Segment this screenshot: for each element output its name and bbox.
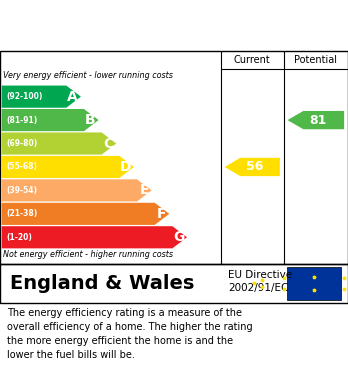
Polygon shape <box>2 86 81 108</box>
Text: (69-80): (69-80) <box>6 139 37 148</box>
Polygon shape <box>287 111 344 129</box>
Text: G: G <box>173 230 184 244</box>
Polygon shape <box>2 156 134 178</box>
Text: E: E <box>139 183 149 197</box>
Text: Current: Current <box>234 55 271 65</box>
Text: C: C <box>103 136 113 151</box>
Text: D: D <box>120 160 131 174</box>
Text: A: A <box>68 90 78 104</box>
Text: (81-91): (81-91) <box>6 116 37 125</box>
Text: Not energy efficient - higher running costs: Not energy efficient - higher running co… <box>3 250 174 259</box>
Polygon shape <box>2 203 169 225</box>
Text: Potential: Potential <box>294 55 337 65</box>
Text: Very energy efficient - lower running costs: Very energy efficient - lower running co… <box>3 71 173 80</box>
Text: (55-68): (55-68) <box>6 163 37 172</box>
Text: (92-100): (92-100) <box>6 92 42 101</box>
Polygon shape <box>2 226 187 248</box>
Polygon shape <box>225 158 280 176</box>
Text: England & Wales: England & Wales <box>10 274 195 293</box>
Text: Energy Efficiency Rating: Energy Efficiency Rating <box>10 16 239 34</box>
Text: B: B <box>85 113 96 127</box>
Text: 81: 81 <box>309 114 327 127</box>
Bar <box>287 267 341 300</box>
Polygon shape <box>2 179 152 201</box>
Polygon shape <box>2 109 98 131</box>
Text: EU Directive
2002/91/EC: EU Directive 2002/91/EC <box>228 270 292 293</box>
Text: The energy efficiency rating is a measure of the
overall efficiency of a home. T: The energy efficiency rating is a measur… <box>7 307 253 359</box>
Text: F: F <box>157 207 166 221</box>
Text: (39-54): (39-54) <box>6 186 37 195</box>
Text: 56: 56 <box>246 160 263 174</box>
Text: (21-38): (21-38) <box>6 209 37 218</box>
Polygon shape <box>2 133 116 154</box>
Text: (1-20): (1-20) <box>6 233 32 242</box>
